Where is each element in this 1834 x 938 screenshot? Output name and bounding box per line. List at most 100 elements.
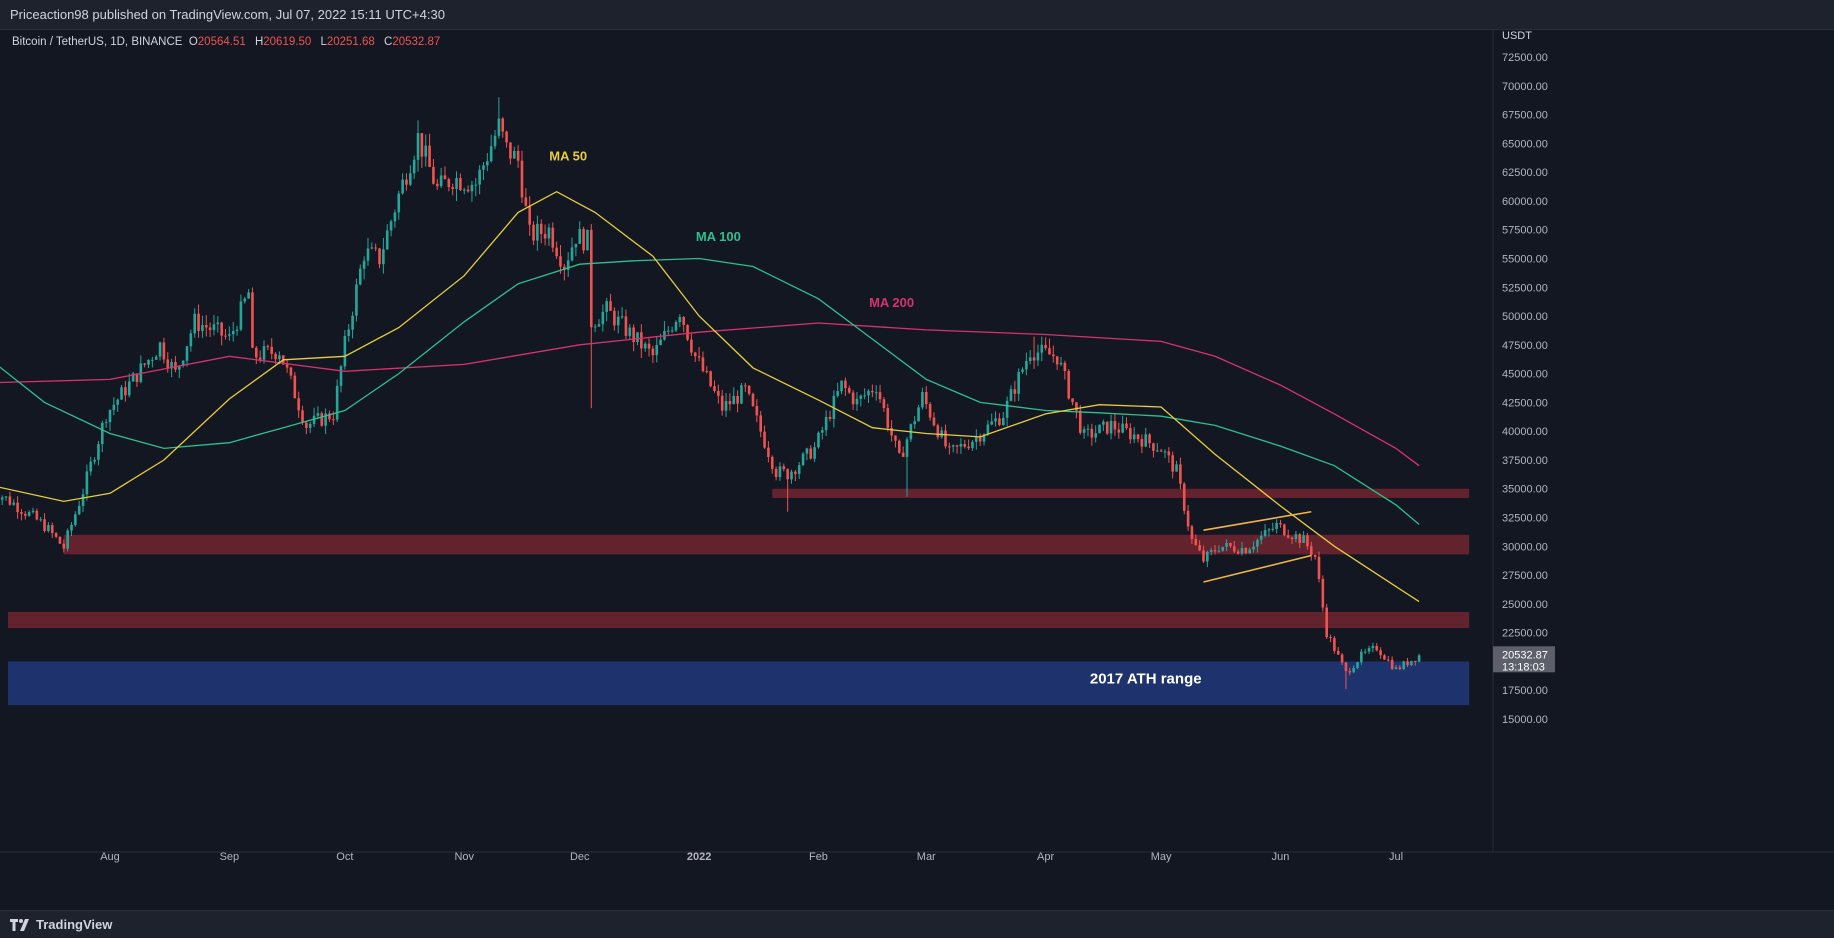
candle-body: [470, 184, 474, 192]
candle-body: [1129, 428, 1132, 440]
candle-body: [389, 221, 393, 231]
candle-body: [1163, 451, 1167, 453]
price-tick-label: 37500.00: [1502, 455, 1548, 467]
candle-body: [1309, 546, 1313, 555]
candle-body: [686, 324, 689, 340]
time-tick-label: Apr: [1037, 851, 1054, 863]
candle-body: [767, 447, 770, 457]
candle-body: [428, 145, 431, 167]
candle-body: [1340, 654, 1344, 663]
high-label: H: [254, 36, 264, 48]
candle-body: [424, 145, 428, 157]
candle-body: [813, 447, 816, 459]
time-tick-label: May: [1151, 851, 1172, 863]
price-chart[interactable]: MA 50 MA 100 MA 200 2017 ATH range USDT 1500…: [0, 30, 1834, 910]
annotation-label: MA 100: [696, 229, 741, 244]
annotation-labels-layer: MA 50 MA 100 MA 200 2017 ATH range: [549, 149, 1201, 688]
candle-body: [536, 223, 539, 241]
candle-body: [655, 345, 659, 356]
candle-body: [358, 268, 362, 285]
candle-body: [682, 317, 685, 325]
candle-body: [1094, 433, 1097, 438]
candle-body: [501, 118, 505, 132]
candle-body: [1306, 535, 1309, 547]
price-tick-label: 25000.00: [1502, 599, 1548, 611]
candle-body: [1075, 402, 1078, 411]
candle-body: [674, 322, 678, 331]
candle-body: [451, 187, 454, 189]
candle-body: [108, 409, 112, 423]
low-label: L: [320, 36, 327, 48]
candle-body: [247, 292, 250, 299]
candle-body: [301, 410, 304, 423]
price-tick-label: 70000.00: [1502, 81, 1548, 93]
candle-body: [559, 256, 562, 267]
price-tick-label: 15000.00: [1502, 714, 1548, 726]
candle-body: [393, 212, 397, 222]
candle-body: [1360, 651, 1363, 663]
candle-body: [43, 519, 46, 531]
candle-body: [1021, 369, 1024, 372]
candle-body: [482, 165, 485, 170]
price-tick-label: 67500.00: [1502, 110, 1548, 122]
candle-body: [1036, 352, 1040, 361]
candle-body: [743, 385, 747, 387]
symbol-name: Bitcoin / TetherUS, 1D, BINANCE: [12, 36, 183, 48]
candle-body: [1113, 421, 1117, 430]
candle-body: [755, 405, 759, 416]
candle-body: [1240, 547, 1244, 554]
ath-zone-layer: [8, 661, 1470, 706]
wedge-lower-line: [1203, 554, 1312, 583]
candle-body: [1344, 662, 1348, 672]
candle-body: [366, 248, 370, 261]
candle-body: [978, 436, 982, 442]
candle-body: [763, 431, 766, 448]
candle-body: [486, 161, 489, 166]
candle-body: [732, 395, 736, 405]
candle-body: [871, 390, 874, 393]
candle-body: [278, 355, 281, 360]
candle-body: [1410, 660, 1413, 666]
candle-body: [1325, 607, 1328, 638]
candle-body: [1194, 538, 1198, 546]
candle-body: [520, 160, 524, 198]
candle-body: [851, 392, 855, 405]
candle-body: [459, 178, 462, 191]
candle-body: [1005, 400, 1009, 418]
candle-body: [405, 179, 408, 185]
candle-body: [512, 150, 516, 159]
candle-body: [747, 385, 751, 394]
candle-body: [351, 315, 354, 330]
candle-body: [212, 324, 216, 330]
candle-body: [894, 435, 897, 441]
candle-body: [1290, 537, 1294, 540]
candle-body: [1186, 510, 1190, 527]
candle-body: [539, 223, 543, 234]
candle-body: [1275, 523, 1278, 529]
candle-body: [116, 399, 120, 405]
candle-body: [1152, 443, 1155, 451]
tradingview-brand[interactable]: TradingView: [36, 917, 113, 932]
candle-body: [332, 419, 335, 421]
candle-body: [1102, 421, 1105, 425]
candle-body: [601, 311, 605, 325]
candle-body: [713, 386, 716, 391]
candle-body: [243, 298, 247, 302]
candle-body: [77, 505, 81, 515]
candle-body: [478, 169, 481, 185]
time-tick-label: Oct: [336, 851, 353, 863]
tradingview-logo-icon[interactable]: [10, 918, 30, 931]
candle-body: [782, 466, 786, 470]
resistance-zones-layer: [8, 488, 1470, 629]
candle-body: [690, 339, 693, 353]
price-tick-label: 55000.00: [1502, 253, 1548, 265]
candle-body: [516, 150, 520, 161]
candle-body: [66, 530, 69, 549]
candle-body: [863, 395, 866, 397]
candle-body: [27, 512, 31, 516]
candle-body: [524, 197, 528, 206]
candle-body: [647, 343, 651, 349]
candle-body: [1298, 534, 1302, 543]
price-tick-label: 27500.00: [1502, 570, 1548, 582]
